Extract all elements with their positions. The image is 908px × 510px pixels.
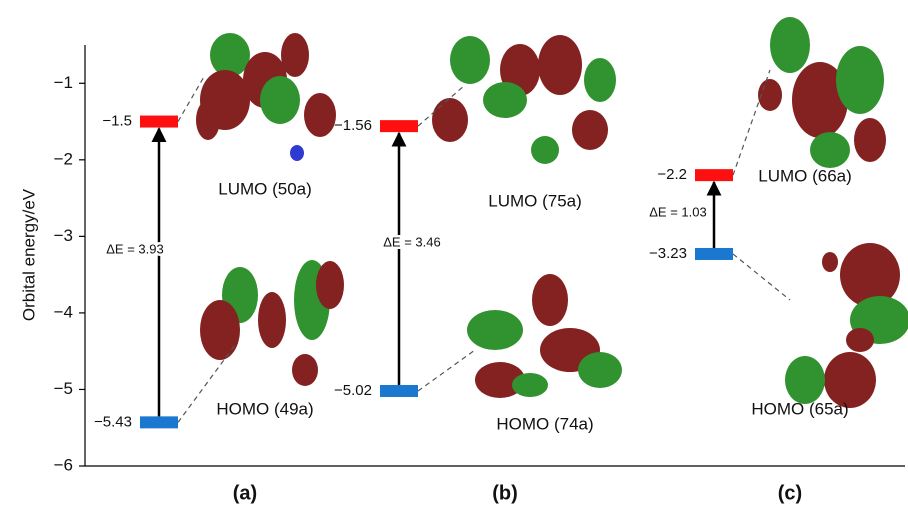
y-tick-label: −1 — [54, 73, 73, 92]
homo-name: HOMO (74a) — [496, 414, 593, 433]
orbital-images — [196, 17, 908, 408]
gap-label: ΔE = 3.93 — [106, 241, 163, 256]
lumo-level — [695, 169, 733, 181]
y-tick-label: −3 — [54, 226, 73, 245]
panel-label: (c) — [778, 482, 802, 504]
lumo-name: LUMO (50a) — [218, 179, 312, 198]
lumo-value-label: −2.2 — [657, 166, 687, 183]
lumo-value-label: −1.5 — [102, 113, 132, 130]
chart: Orbital energy/eV −1 −2 −3 −4 −5 −6 −1.5 LUMO (… — [0, 0, 908, 510]
y-tick-label: −2 — [54, 149, 73, 168]
y-tick-label: −6 — [54, 455, 73, 474]
gap-label: ΔE = 3.46 — [383, 234, 440, 249]
homo-level — [695, 248, 733, 260]
panel-label: (b) — [492, 482, 518, 504]
lumo-level — [380, 120, 418, 132]
lumo-value-label: −1.56 — [334, 117, 372, 134]
homo-value-label: −3.23 — [649, 245, 687, 262]
gap-label: ΔE = 1.03 — [649, 204, 706, 219]
connector — [418, 350, 475, 391]
connector — [733, 70, 770, 175]
homo-name: HOMO (65a) — [751, 399, 848, 418]
y-axis-label: Orbital energy/eV — [19, 188, 38, 321]
homo-value-label: −5.02 — [334, 382, 372, 399]
lumo-name: LUMO (66a) — [758, 166, 852, 185]
panel-label: (a) — [233, 482, 257, 504]
homo-level — [380, 385, 418, 397]
lumo-level — [140, 116, 178, 128]
homo-value-label: −5.43 — [94, 413, 132, 430]
homo-name: HOMO (49a) — [216, 399, 313, 418]
y-tick-label: −4 — [54, 302, 73, 321]
lumo-name: LUMO (75a) — [488, 191, 582, 210]
connector — [733, 254, 790, 300]
y-tick-label: −5 — [54, 379, 73, 398]
homo-level — [140, 416, 178, 428]
